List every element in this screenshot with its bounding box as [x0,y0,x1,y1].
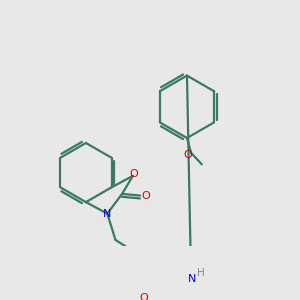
Text: O: O [129,169,138,179]
Text: O: O [142,190,150,200]
Text: H: H [197,268,205,278]
Text: N: N [188,274,196,284]
Text: N: N [103,209,112,219]
Text: O: O [183,150,192,160]
Text: O: O [139,293,148,300]
